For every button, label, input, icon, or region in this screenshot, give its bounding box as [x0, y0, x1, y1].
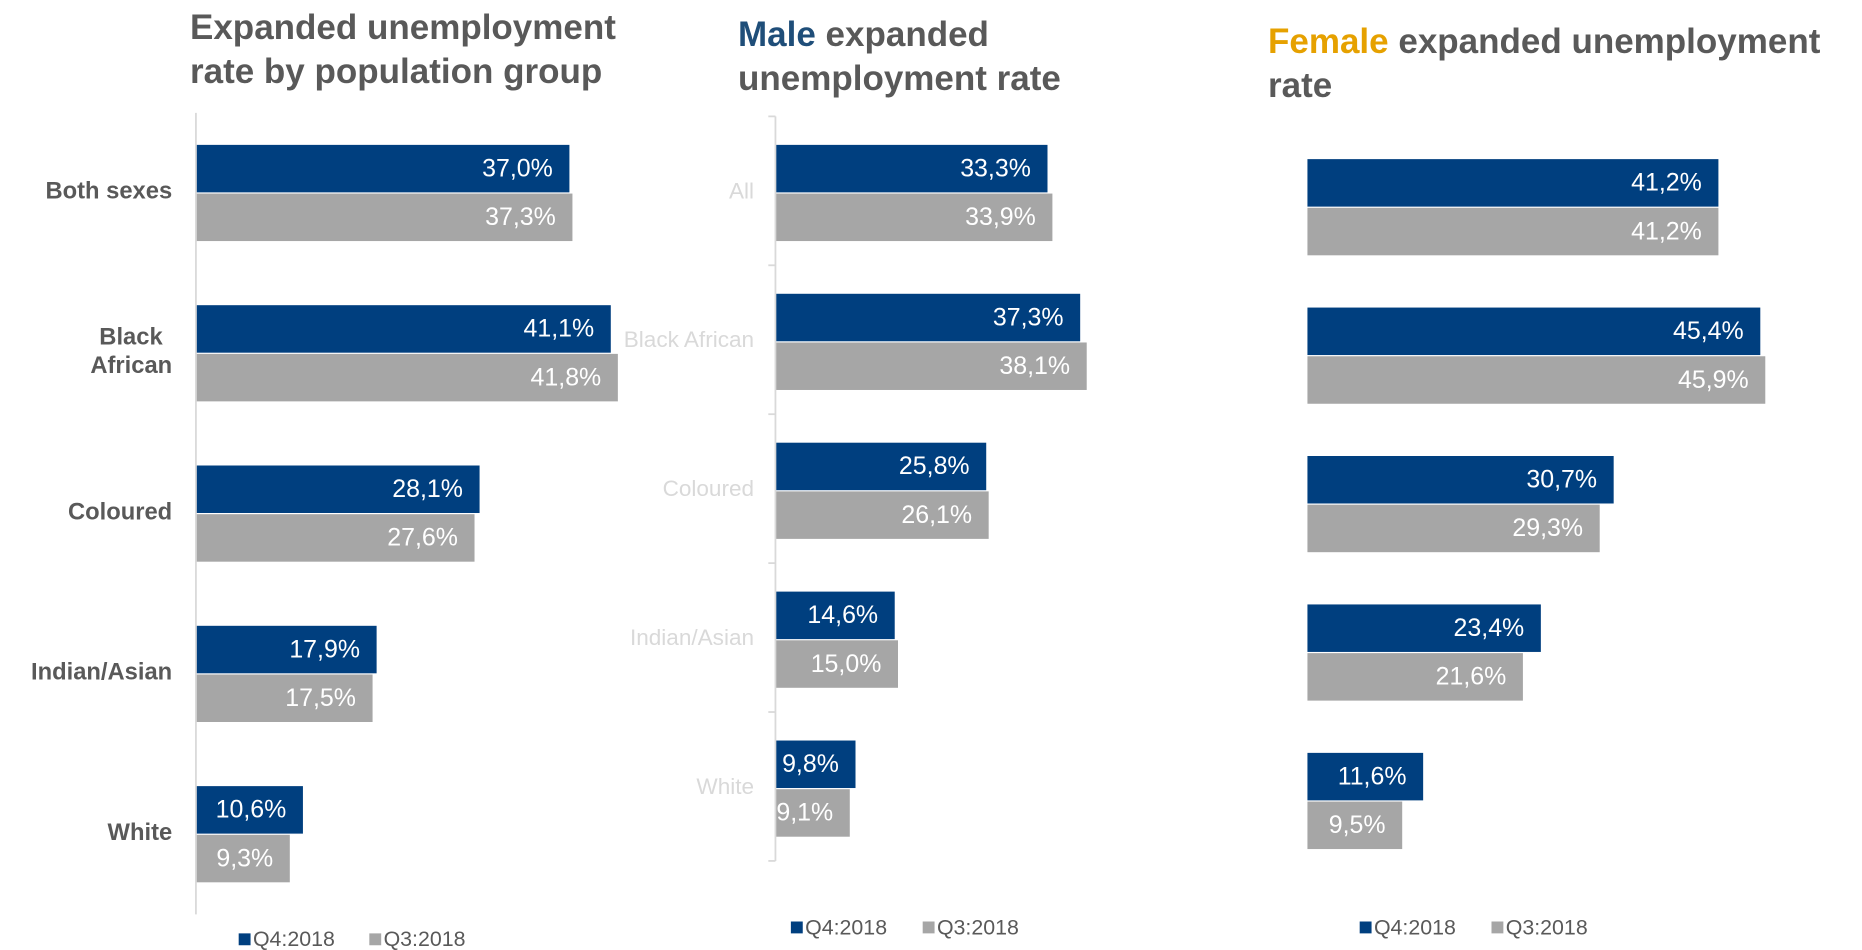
bar	[1307, 456, 1614, 504]
bar	[1307, 159, 1719, 207]
bar	[1307, 207, 1719, 256]
category-label: Indian/Asian	[630, 625, 754, 650]
bar	[195, 305, 611, 353]
data-label: 37,3%	[993, 303, 1064, 331]
category-label: Black African	[90, 324, 172, 380]
bar	[195, 625, 377, 674]
data-label: 17,9%	[289, 635, 360, 663]
bar	[1307, 307, 1761, 356]
data-label: 37,0%	[482, 154, 553, 182]
bar	[195, 786, 303, 834]
bar	[775, 293, 1081, 342]
bar	[195, 144, 570, 193]
data-label: 27,6%	[387, 524, 458, 552]
bar	[195, 465, 480, 513]
data-label: 11,6%	[1338, 762, 1407, 790]
category-label: Black African	[624, 327, 754, 352]
title-highlight: Female	[1268, 22, 1389, 61]
data-label: 38,1%	[999, 352, 1070, 380]
data-label: 25,8%	[899, 452, 970, 480]
bar	[195, 514, 475, 562]
legend-label: Q4:2018	[1374, 915, 1456, 939]
data-label: 9,5%	[1329, 811, 1386, 839]
bar	[775, 789, 850, 837]
bar	[775, 491, 989, 539]
bar	[775, 193, 1053, 242]
data-label: 37,3%	[485, 203, 556, 231]
bar	[775, 442, 987, 491]
data-label: 15,0%	[811, 650, 882, 678]
bar	[775, 342, 1087, 390]
bar	[775, 640, 898, 688]
bar	[1307, 604, 1541, 652]
category-label: White	[696, 774, 754, 799]
data-label: 30,7%	[1526, 466, 1597, 494]
data-label: 33,3%	[960, 154, 1031, 182]
category-label: White	[108, 819, 173, 846]
legend-label: Q3:2018	[937, 915, 1019, 939]
chart-title: Female expanded unemployment rate	[1268, 20, 1862, 108]
bar	[195, 834, 290, 883]
legend-label: Q4:2018	[805, 915, 887, 939]
bar	[1307, 504, 1600, 553]
data-label: 45,4%	[1673, 317, 1744, 345]
data-label: 9,3%	[216, 844, 273, 872]
data-label: 26,1%	[901, 501, 972, 529]
category-label: Indian/Asian	[31, 659, 172, 686]
category-label: All	[729, 178, 754, 203]
legend-swatch	[369, 933, 382, 946]
title: expanded unemployment rate	[1268, 22, 1821, 105]
bar	[775, 740, 856, 789]
legend-swatch	[922, 921, 935, 934]
data-label: 14,6%	[807, 601, 878, 629]
title: expanded unemployment rate	[738, 15, 1061, 98]
data-label: 45,9%	[1678, 366, 1749, 394]
chart-title: Male expanded unemployment rate	[738, 13, 1138, 101]
data-label: 21,6%	[1436, 663, 1507, 691]
category-label: Coloured	[663, 476, 755, 501]
legend-swatch	[238, 933, 251, 946]
data-label: 33,9%	[965, 203, 1036, 231]
bar	[1307, 653, 1523, 701]
legend-label: Q4:2018	[253, 927, 335, 950]
data-label: 9,1%	[776, 799, 833, 827]
bar	[195, 353, 618, 402]
bar	[1307, 752, 1424, 801]
data-label: 29,3%	[1512, 514, 1583, 542]
bar	[1307, 801, 1403, 850]
legend-label: Q3:2018	[384, 927, 466, 950]
bar	[195, 193, 573, 242]
data-label: 23,4%	[1454, 614, 1525, 642]
data-label: 17,5%	[285, 684, 356, 712]
chart-title: Expanded unemployment rate by population…	[190, 6, 670, 94]
legend-swatch	[1359, 921, 1372, 934]
bar	[1307, 356, 1766, 404]
bar	[775, 591, 895, 640]
legend-swatch	[790, 921, 803, 934]
title: Expanded unemployment rate by population…	[190, 8, 616, 91]
data-label: 41,2%	[1631, 217, 1702, 245]
legend-label: Q3:2018	[1506, 915, 1588, 939]
data-label: 41,8%	[531, 363, 602, 391]
category-label: Coloured	[68, 498, 172, 525]
category-label: Both sexes	[45, 178, 172, 205]
data-label: 41,2%	[1631, 169, 1702, 197]
legend-swatch	[1491, 921, 1504, 934]
data-label: 41,1%	[523, 315, 594, 343]
title-highlight: Male	[738, 15, 816, 54]
data-label: 28,1%	[392, 475, 463, 503]
bar	[195, 674, 373, 722]
data-label: 9,8%	[782, 750, 839, 778]
data-label: 10,6%	[216, 796, 287, 824]
bar	[775, 144, 1048, 193]
